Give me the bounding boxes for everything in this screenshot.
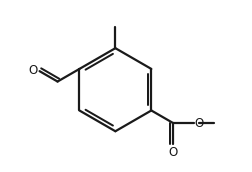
Text: O: O (194, 117, 203, 130)
Text: O: O (168, 146, 177, 159)
Text: O: O (28, 64, 37, 77)
